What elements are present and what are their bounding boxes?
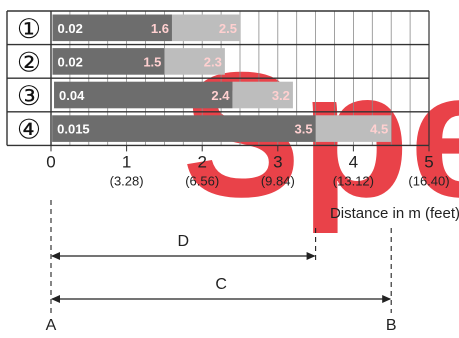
- bar-start-label: 0.02: [58, 21, 83, 36]
- bar-mid-label: 1.5: [143, 54, 161, 69]
- tick-sublabel: (9.84): [261, 173, 295, 188]
- bar-start-label: 0.04: [59, 88, 85, 103]
- bar-mid-label: 1.6: [151, 21, 169, 36]
- bar-dark-segment: [52, 14, 172, 42]
- bar-mid-label: 2.4: [211, 88, 230, 103]
- bar-end-label: 2.3: [204, 54, 222, 69]
- tick-label: 4: [349, 152, 358, 171]
- row-labels: ①② ③ ④: [17, 14, 41, 145]
- bar-dark-segment: [52, 48, 165, 75]
- tick-sublabel: (6.56): [185, 173, 219, 188]
- bar-end-label: 3.2: [272, 88, 290, 103]
- tick-label: 2: [197, 152, 206, 171]
- bar-end-label: 2.5: [219, 21, 237, 36]
- point-b-label: B: [386, 317, 397, 333]
- row-label: ①: [17, 14, 41, 44]
- bar-start-label: 0.02: [58, 54, 83, 69]
- tick-sublabel: (16.40): [408, 173, 449, 188]
- x-axis-label: Distance in m (feet): [330, 205, 459, 222]
- bar-mid-label: 3.5: [295, 122, 313, 137]
- dimension-d-label: D: [178, 233, 190, 250]
- dimension-c-arrow-right: [382, 295, 392, 303]
- dimension-lines: D C A B: [46, 200, 397, 334]
- tick-sublabel: (3.28): [110, 173, 144, 188]
- dimension-d-arrow-right: [306, 252, 316, 260]
- row-label: ③: [17, 81, 41, 111]
- tick-label: 3: [273, 152, 282, 171]
- tick-label: 0: [46, 152, 55, 171]
- dimension-c-label: C: [215, 276, 227, 293]
- bar-dark-segment: [54, 81, 233, 109]
- range-bars: 0.02 1.6 2.5 0.02 1.5 2.3 0.04 2.4 3.2 0.015 3.5 4.…: [52, 14, 392, 142]
- bar-light-segment: [171, 14, 240, 42]
- row-label: ②: [17, 47, 41, 77]
- bar-start-label: 0.015: [57, 122, 90, 137]
- dimension-d-arrow-left: [51, 252, 60, 260]
- bar-light-segment: [164, 48, 225, 75]
- row-label: ④: [17, 115, 41, 145]
- dimension-c-arrow-left: [51, 295, 60, 303]
- bar-end-label: 4.5: [370, 122, 388, 137]
- tick-label: 5: [424, 152, 433, 171]
- bar-dark-segment: [52, 115, 316, 142]
- bar-light-segment: [232, 81, 293, 109]
- point-a-label: A: [46, 317, 57, 333]
- axis-ticks: 0 1 (3.28) 2 (6.56) 3 (9.84) 4 (13.12) 5 (16.40): [46, 145, 450, 188]
- tick-sublabel: (13.12): [333, 173, 374, 188]
- bar-light-segment: [315, 115, 392, 142]
- tick-label: 1: [122, 152, 131, 171]
